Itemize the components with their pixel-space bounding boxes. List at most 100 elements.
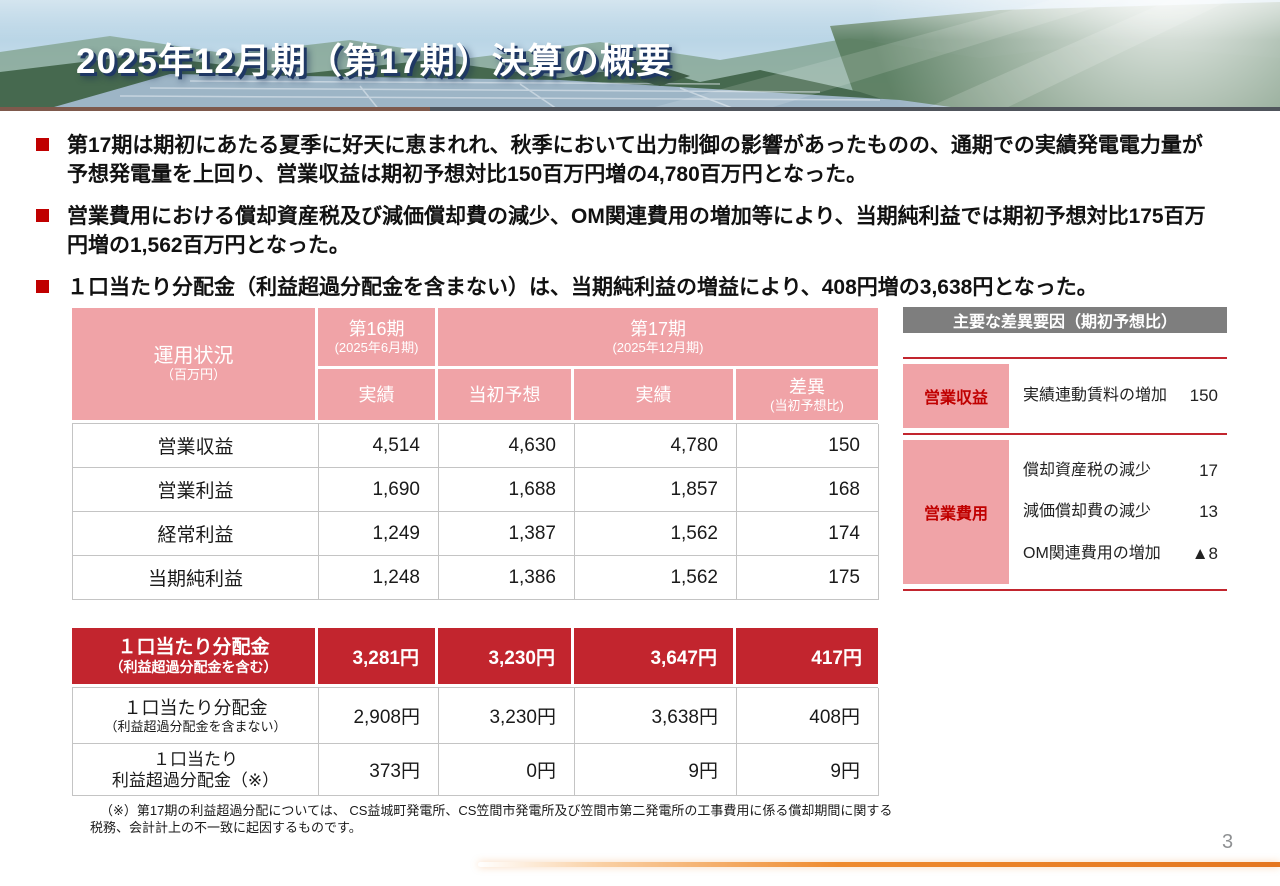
distribution-table-header: １口当たり分配金 （利益超過分配金を含む） 3,281円 3,230円 3,64… (72, 628, 878, 684)
footnote-line: （※）第17期の利益超過分配については、 CS益城町発電所、CS笠間市発電所及び… (100, 803, 893, 818)
table-cell: 4,514 (319, 424, 439, 468)
variance-section-content: 実績連動賃料の増加 150 (1009, 359, 1227, 433)
variance-item: 減価償却費の減少 13 (1023, 502, 1218, 522)
table-cell: 1,562 (575, 512, 737, 556)
bottom-accent-line (478, 862, 1280, 867)
variance-item-name: 実績連動賃料の増加 (1023, 387, 1168, 404)
dist-row-sub: 利益超過分配金（※） (111, 770, 280, 790)
table-row-label: １口当たり 利益超過分配金（※） (73, 744, 319, 796)
table-cell: 4,630 (439, 424, 575, 468)
table-cell: 150 (737, 424, 879, 468)
operations-table-body: 営業収益 4,514 4,630 4,780 150 営業利益 1,690 1,… (72, 423, 879, 600)
forecast-label: 当初予想 (468, 384, 541, 405)
bullet-square-icon (36, 209, 49, 222)
col-diff: 差異 (当初予想比) (736, 369, 878, 420)
table-cell: 417円 (736, 628, 878, 684)
period17-sub: (2025年12月期) (612, 340, 704, 355)
table-cell: 174 (737, 512, 879, 556)
col-period16: 第16期 (2025年6月期) (318, 308, 438, 369)
variance-panel-table: 営業収益 実績連動賃料の増加 150 営業費用 償却資産税の減少 17 減価償却… (903, 357, 1227, 591)
summary-bullets: 第17期は期初にあたる夏季に好天に恵まれれ、秋季において出力制御の影響があったも… (36, 131, 1246, 315)
bullet-item: 第17期は期初にあたる夏季に好天に恵まれれ、秋季において出力制御の影響があったも… (36, 131, 1246, 189)
col-forecast: 当初予想 (438, 369, 574, 420)
table-cell: 9円 (737, 744, 879, 796)
variance-item-value: 17 (1199, 460, 1218, 480)
operations-table-header: 運用状況 （百万円） 第16期 (2025年6月期) 第17期 (2025年12… (72, 308, 878, 420)
table-cell: 2,908円 (319, 688, 439, 744)
table-cell: 1,690 (319, 468, 439, 512)
variance-panel-title: 主要な差異要因（期初予想比） (903, 307, 1227, 333)
bullet-text: 営業費用における償却資産税及び減価償却費の減少、OM関連費用の増加等により、当期… (67, 205, 1206, 257)
bullet-item: １口当たり分配金（利益超過分配金を含まない）は、当期純利益の増益により、408円… (36, 273, 1246, 302)
variance-section-content: 償却資産税の減少 17 減価償却費の減少 13 OM関連費用の増加 ▲8 (1009, 435, 1227, 589)
bullet-item: 営業費用における償却資産税及び減価償却費の減少、OM関連費用の増加等により、当期… (36, 202, 1246, 260)
table-row-label: 営業利益 (73, 468, 319, 512)
table-cell: 0円 (439, 744, 575, 796)
table-cell: 1,249 (319, 512, 439, 556)
table-cell: 1,688 (439, 468, 575, 512)
bullet-square-icon (36, 138, 49, 151)
table-row-label: 当期純利益 (73, 556, 319, 600)
diff-sub: (当初予想比) (770, 397, 844, 413)
variance-item-name: 減価償却費の減少 (1023, 503, 1152, 520)
period16-label: 第16期 (348, 319, 405, 339)
variance-section-label: 営業収益 (903, 364, 1009, 428)
table-cell: 3,230円 (438, 628, 574, 684)
dist-row-sub: （利益超過分配金を含まない） (104, 718, 287, 734)
table-row-label: 営業収益 (73, 424, 319, 468)
variance-section-revenue: 営業収益 実績連動賃料の増加 150 (903, 357, 1227, 433)
variance-item-name: OM関連費用の増加 (1023, 544, 1161, 562)
col-period17: 第17期 (2025年12月期) (438, 308, 878, 369)
table-cell: 3,647円 (574, 628, 736, 684)
dist-header-title: １口当たり分配金 (117, 637, 270, 658)
table-row-label: １口当たり分配金 （利益超過分配金を含まない） (73, 688, 319, 744)
variance-item-value: 150 (1189, 386, 1218, 405)
page-title: 2025年12月期（第17期）決算の概要 (76, 42, 672, 81)
variance-section-label: 営業費用 (903, 440, 1009, 584)
header-photo (0, 0, 1280, 111)
footnote-line: 税務、会計計上の不一致に起因するものです。 (90, 820, 362, 835)
table-cell: 4,780 (575, 424, 737, 468)
table-cell: 3,281円 (318, 628, 438, 684)
bullet-square-icon (36, 280, 49, 293)
table-cell: 168 (737, 468, 879, 512)
period17-label: 第17期 (629, 319, 687, 339)
dist-row-label: １口当たり (153, 749, 238, 769)
variance-item: 実績連動賃料の増加 150 (1023, 386, 1218, 406)
table-cell: 373円 (319, 744, 439, 796)
page-number: 3 (1222, 831, 1234, 853)
variance-item-value: 13 (1199, 502, 1218, 521)
table-cell: 3,638円 (575, 688, 737, 744)
actual17-label: 実績 (635, 384, 672, 405)
bullet-text: １口当たり分配金（利益超過分配金を含まない）は、当期純利益の増益により、408円… (67, 276, 1098, 299)
table-cell: 9円 (575, 744, 737, 796)
corner-unit: （百万円） (160, 367, 226, 382)
table-cell: 1,248 (319, 556, 439, 600)
table-cell: 1,857 (575, 468, 737, 512)
dist-header-sub: （利益超過分配金を含む） (109, 659, 278, 675)
variance-item-name: 償却資産税の減少 (1023, 461, 1152, 479)
col-actual17: 実績 (574, 369, 736, 420)
variance-section-expenses: 営業費用 償却資産税の減少 17 減価償却費の減少 13 OM関連費用の増加 ▲… (903, 433, 1227, 589)
table-cell: 1,386 (439, 556, 575, 600)
variance-item: OM関連費用の増加 ▲8 (1023, 544, 1218, 564)
header-banner: 2025年12月期（第17期）決算の概要 (0, 0, 1280, 111)
distribution-table-body: １口当たり分配金 （利益超過分配金を含まない） 2,908円 3,230円 3,… (72, 687, 879, 796)
footnote: （※）第17期の利益超過分配については、 CS益城町発電所、CS笠間市発電所及び… (90, 802, 892, 836)
dist-row-label: １口当たり分配金 (123, 697, 268, 718)
bullet-text: 第17期は期初にあたる夏季に好天に恵まれれ、秋季において出力制御の影響があったも… (67, 134, 1203, 186)
table-cell: 3,230円 (439, 688, 575, 744)
table-cell: 175 (737, 556, 879, 600)
col-actual16: 実績 (318, 369, 438, 420)
corner-title: 運用状況 (153, 345, 234, 367)
table-row-label: 経常利益 (73, 512, 319, 556)
actual16-label: 実績 (358, 384, 395, 405)
variance-item: 償却資産税の減少 17 (1023, 461, 1218, 481)
distribution-header-label: １口当たり分配金 （利益超過分配金を含む） (72, 628, 318, 684)
variance-item-value: ▲8 (1191, 543, 1218, 563)
table-cell: 408円 (737, 688, 879, 744)
variance-table-bottom-border (903, 589, 1227, 591)
table-cell: 1,387 (439, 512, 575, 556)
diff-label: 差異 (789, 376, 825, 397)
